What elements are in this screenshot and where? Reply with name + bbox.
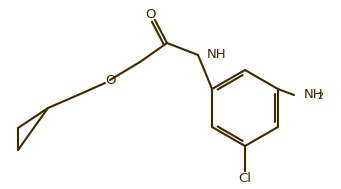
Text: Cl: Cl — [238, 173, 252, 185]
Text: O: O — [105, 74, 115, 87]
Text: NH: NH — [207, 47, 227, 60]
Text: $_{2}$: $_{2}$ — [317, 88, 324, 101]
Text: NH: NH — [304, 88, 324, 101]
Text: O: O — [145, 9, 155, 22]
